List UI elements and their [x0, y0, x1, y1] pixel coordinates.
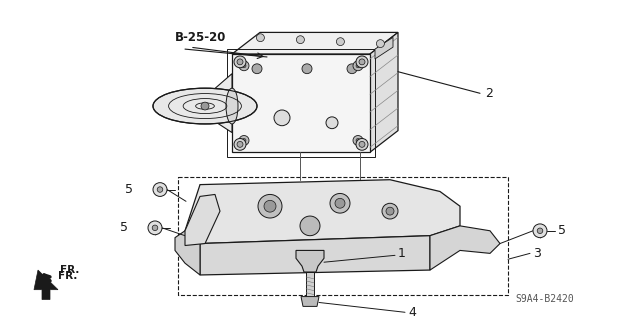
Circle shape [148, 221, 162, 235]
Circle shape [353, 61, 363, 71]
Circle shape [335, 198, 345, 208]
Circle shape [157, 187, 163, 192]
Circle shape [359, 141, 365, 147]
Polygon shape [205, 74, 232, 133]
Circle shape [300, 216, 320, 236]
Circle shape [356, 56, 368, 68]
Circle shape [152, 225, 158, 231]
Polygon shape [185, 195, 220, 246]
Text: B-25-20: B-25-20 [175, 31, 227, 44]
Circle shape [237, 59, 243, 65]
Polygon shape [175, 231, 200, 275]
Polygon shape [185, 180, 460, 243]
Polygon shape [375, 37, 393, 59]
Text: 5: 5 [558, 224, 566, 237]
Circle shape [359, 59, 365, 65]
Text: S9A4-B2420: S9A4-B2420 [515, 294, 573, 304]
Text: 2: 2 [485, 87, 493, 100]
Polygon shape [232, 54, 370, 152]
Circle shape [330, 193, 350, 213]
Polygon shape [301, 297, 319, 306]
Text: 5: 5 [120, 221, 128, 234]
Ellipse shape [226, 88, 238, 124]
Text: 1: 1 [398, 247, 406, 260]
Circle shape [326, 117, 338, 129]
Circle shape [258, 195, 282, 218]
Circle shape [337, 38, 344, 46]
Polygon shape [232, 33, 398, 54]
Circle shape [239, 136, 249, 145]
Circle shape [234, 138, 246, 150]
Circle shape [382, 203, 398, 219]
Circle shape [302, 64, 312, 74]
Polygon shape [430, 226, 500, 270]
Polygon shape [296, 250, 324, 272]
Circle shape [356, 138, 368, 150]
Circle shape [274, 110, 290, 126]
Circle shape [252, 64, 262, 74]
Ellipse shape [153, 88, 257, 124]
Circle shape [237, 141, 243, 147]
Circle shape [533, 224, 547, 238]
Circle shape [347, 64, 357, 74]
Circle shape [153, 183, 167, 197]
Circle shape [242, 138, 246, 142]
Circle shape [242, 64, 246, 68]
Circle shape [264, 200, 276, 212]
Circle shape [356, 64, 360, 68]
Circle shape [356, 138, 360, 142]
Circle shape [296, 36, 305, 44]
Circle shape [234, 56, 246, 68]
Text: 3: 3 [533, 247, 541, 260]
Text: 4: 4 [408, 306, 416, 319]
Circle shape [201, 102, 209, 110]
Circle shape [376, 40, 385, 48]
Polygon shape [34, 270, 58, 300]
Bar [178, 177, 508, 295]
Circle shape [257, 34, 264, 42]
Circle shape [353, 136, 363, 145]
Text: 5: 5 [125, 183, 133, 196]
Circle shape [239, 61, 249, 71]
Polygon shape [306, 272, 314, 304]
Text: FR.: FR. [58, 271, 77, 281]
Circle shape [537, 228, 543, 234]
Circle shape [386, 207, 394, 215]
Polygon shape [370, 33, 398, 152]
Text: FR.: FR. [60, 265, 79, 275]
Polygon shape [200, 236, 430, 275]
